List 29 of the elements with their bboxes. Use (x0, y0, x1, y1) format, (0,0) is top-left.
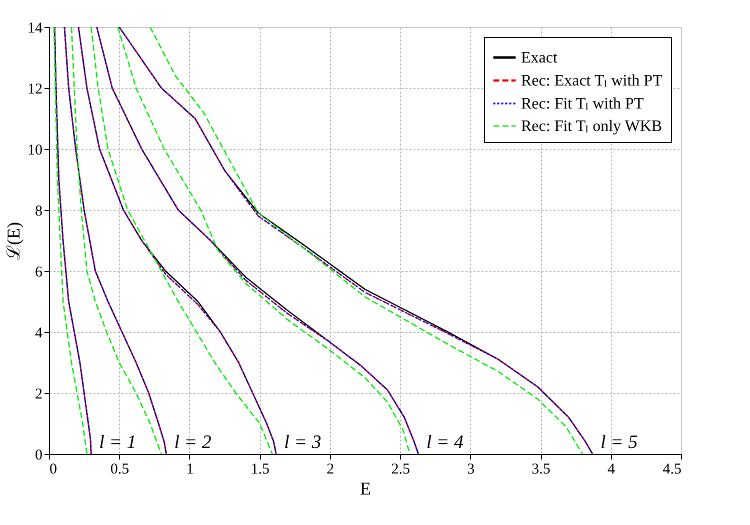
legend-label: Rec: Exact Tₗ with PT (521, 72, 663, 90)
legend-label: Rec: Fit Tₗ with PT (521, 96, 644, 112)
annotation: l = 4 (426, 432, 464, 453)
x-tick-label: 0 (50, 462, 57, 478)
y-tick-label: 4 (35, 326, 43, 342)
x-tick-label: 4.5 (662, 462, 682, 478)
x-tick-label: 3 (467, 462, 475, 478)
x-tick-label: 4 (608, 462, 616, 478)
y-tick-label: 2 (35, 386, 42, 402)
x-axis-title: E (360, 478, 371, 498)
legend-label: Rec: Fit Tₗ only WKB (521, 118, 662, 135)
x-tick-label: 1.5 (250, 462, 270, 478)
legend-label: Exact (521, 50, 558, 66)
x-tick-label: 2.5 (391, 462, 410, 478)
annotation: l = 3 (284, 432, 322, 453)
y-axis-title: ℒ(E) (4, 222, 24, 260)
x-tick-label: 0.5 (110, 462, 130, 478)
x-tick-label: 2 (326, 462, 334, 478)
y-tick-label: 0 (35, 448, 42, 464)
x-tick-label: 1 (186, 462, 194, 478)
annotation: l = 5 (600, 432, 638, 453)
y-tick-label: 12 (28, 82, 42, 98)
x-tick-label: 3.5 (532, 462, 550, 478)
y-tick-label: 14 (28, 20, 43, 36)
annotation: l = 2 (174, 432, 212, 453)
y-tick-label: 10 (28, 142, 42, 158)
annotation: l = 1 (99, 432, 136, 453)
y-tick-label: 6 (35, 264, 43, 280)
y-tick-label: 8 (35, 204, 42, 220)
